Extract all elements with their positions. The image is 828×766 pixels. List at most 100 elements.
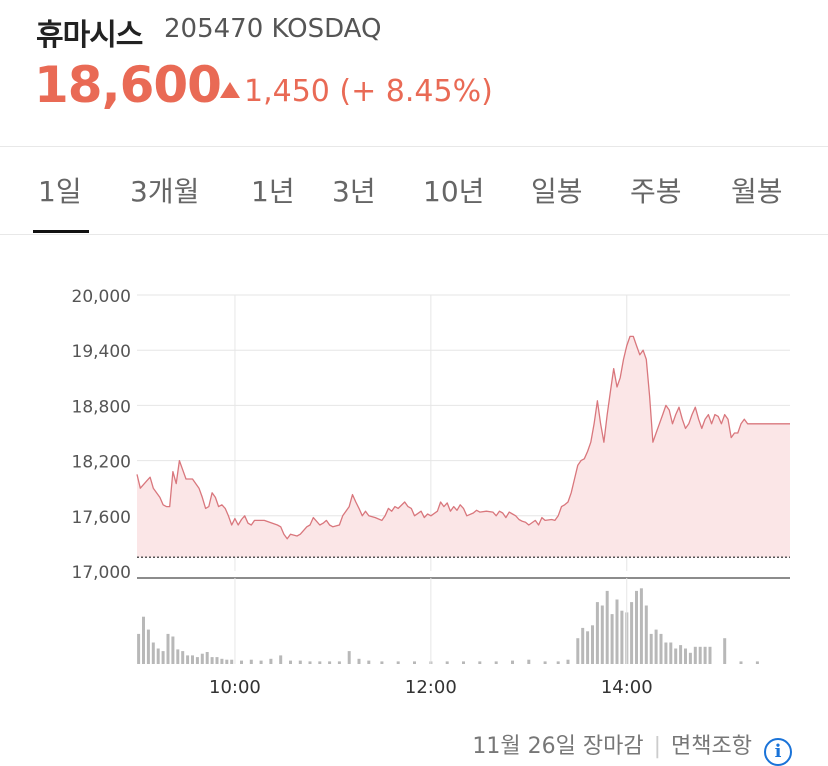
volume-bar: [649, 633, 653, 664]
stock-header: 휴마시스 205470 KOSDAQ 18,600 1,450 (+ 8.45%…: [0, 0, 828, 146]
volume-bar: [220, 658, 224, 664]
tabs-divider: [0, 234, 828, 235]
volume-bar: [591, 625, 594, 664]
volume-bar: [586, 631, 590, 664]
tab-1year[interactable]: 1년: [251, 175, 295, 208]
price-line: [136, 335, 790, 540]
volume-bar: [703, 646, 707, 664]
intraday-chart: 20,000 19,400 18,800 18,200 17,600 17,000 10:0…: [72, 287, 790, 698]
volume-bar: [635, 590, 638, 664]
volume-bar: [566, 659, 570, 664]
volume-bar: [215, 657, 219, 664]
header-divider: [0, 146, 828, 147]
y-tick-label: 19,400: [72, 342, 131, 362]
volume-bar: [161, 651, 165, 664]
volume-bar: [308, 661, 312, 664]
volume-bar: [739, 661, 743, 664]
volume-bar: [669, 642, 673, 664]
volume-bar: [576, 638, 580, 664]
price-change-value: 1,450 (+ 8.45%): [244, 74, 493, 109]
tab-3months[interactable]: 3개월: [130, 175, 200, 208]
volume-bar: [462, 661, 465, 664]
x-tick-label: 10:00: [209, 677, 261, 698]
volume-bar: [298, 660, 302, 664]
volume-bar: [151, 642, 155, 664]
volume-bar: [367, 660, 371, 664]
volume-bar: [142, 616, 145, 664]
volume-bar: [600, 605, 604, 664]
volume-bar: [679, 645, 683, 664]
volume-bar: [688, 652, 692, 664]
tab-10years[interactable]: 10년: [423, 175, 485, 208]
volume-bar: [684, 648, 687, 664]
info-icon[interactable]: i: [764, 738, 792, 766]
volume-bar: [259, 660, 263, 664]
volume-bar: [210, 657, 214, 664]
tab-3years[interactable]: 3년: [332, 175, 376, 208]
active-tab-indicator: [33, 230, 89, 233]
volume-bar: [644, 605, 648, 664]
market-status: 11월 26일 장마감: [472, 734, 644, 759]
tab-daily[interactable]: 일봉: [531, 175, 583, 208]
chart-footer: 11월 26일 장마감 | 면책조항 i: [472, 728, 792, 766]
volume-bar: [225, 659, 229, 664]
volume-bar: [337, 661, 341, 664]
volume-bar: [674, 648, 678, 664]
volume-bar: [445, 661, 449, 664]
volume-bar: [494, 661, 498, 664]
volume-bar: [413, 661, 416, 664]
current-price: 18,600: [34, 56, 222, 114]
volume-bar: [347, 651, 351, 664]
tab-1day[interactable]: 1일: [38, 175, 82, 208]
y-tick-label: 17,600: [72, 508, 131, 528]
volume-bar: [698, 646, 702, 664]
volume-bar: [380, 661, 384, 664]
volume-bar: [708, 646, 712, 664]
volume-bar: [181, 651, 185, 664]
volume-bar: [191, 655, 194, 664]
volume-bar: [289, 660, 292, 664]
volume-bar: [543, 661, 547, 664]
y-tick-label: 18,800: [72, 397, 131, 417]
volume-bar: [620, 610, 624, 664]
volume-bar: [396, 661, 400, 664]
volume-bar: [615, 599, 619, 664]
volume-bar: [205, 652, 209, 664]
period-tabs: 1일 3개월 1년 3년 10년 일봉 주봉 월봉: [0, 148, 828, 234]
volume-bar: [249, 659, 253, 664]
tab-monthly[interactable]: 월봉: [731, 175, 783, 208]
volume-bar: [186, 655, 190, 664]
volume-bar: [176, 649, 180, 664]
y-tick-label: 20,000: [72, 287, 131, 307]
volume-bar: [328, 661, 332, 664]
volume-bar: [556, 661, 560, 664]
volume-bar: [654, 629, 658, 664]
volume-bar: [279, 655, 283, 664]
volume-bar: [693, 646, 697, 664]
volume-bar: [146, 629, 150, 664]
price-area: [137, 336, 790, 558]
volume-bar: [171, 636, 175, 664]
volume-bar: [269, 658, 273, 664]
up-triangle-icon: [220, 82, 240, 98]
tab-weekly[interactable]: 주봉: [630, 175, 682, 208]
volume-bar: [610, 614, 614, 664]
volume-bar: [478, 661, 482, 664]
volume-bar: [318, 661, 322, 664]
disclaimer-link[interactable]: 면책조항: [671, 734, 752, 759]
volume-bar: [195, 657, 199, 664]
volume-bar: [137, 633, 141, 664]
volume-bar: [595, 602, 599, 664]
volume-bar: [511, 660, 514, 664]
volume-bar: [240, 660, 243, 664]
volume-bar: [357, 658, 361, 664]
volume-bar: [230, 659, 234, 664]
volume-bar: [605, 590, 609, 664]
volume-bar: [166, 633, 170, 664]
volume-bar: [156, 648, 160, 664]
volume-bar: [664, 642, 668, 664]
x-tick-label: 14:00: [601, 677, 653, 698]
volume-bar: [581, 627, 585, 664]
y-tick-label: 17,000: [72, 563, 131, 583]
volume-bar: [755, 661, 759, 664]
